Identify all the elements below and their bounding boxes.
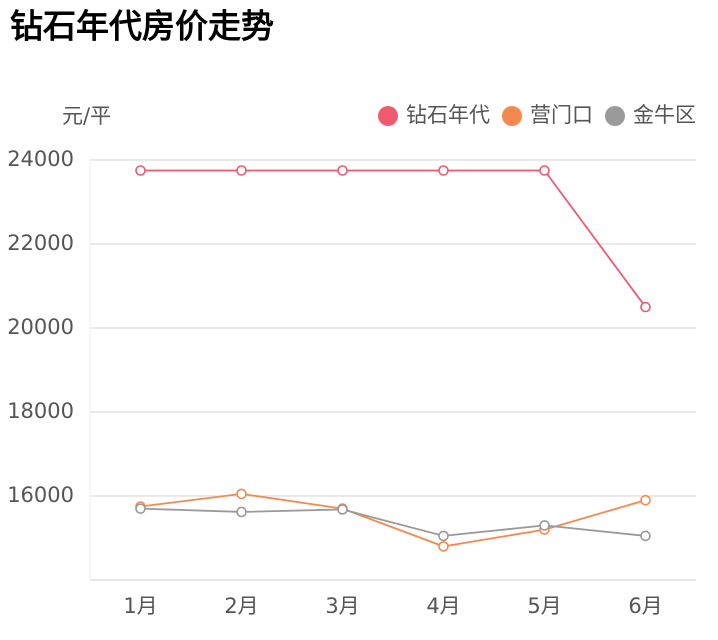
x-tick-label: 4月	[426, 594, 460, 618]
point	[640, 530, 651, 542]
x-tick-label: 2月	[224, 594, 258, 618]
legend-swatch[interactable]	[605, 106, 625, 126]
point	[438, 165, 449, 176]
y-tick-label: 24000	[7, 147, 74, 171]
point	[236, 488, 247, 500]
point	[135, 503, 146, 514]
y-tick-label: 22000	[7, 231, 74, 255]
y-tick-label: 18000	[7, 399, 74, 423]
point	[640, 494, 651, 506]
point	[236, 506, 247, 518]
point	[539, 520, 550, 531]
point	[236, 165, 247, 176]
legend-label[interactable]: 金牛区	[633, 103, 696, 127]
point	[337, 504, 348, 515]
y-tick-label: 16000	[7, 483, 74, 507]
x-tick-label: 5月	[527, 594, 561, 618]
point	[640, 301, 651, 313]
legend-label[interactable]: 营门口	[530, 103, 593, 127]
point	[337, 165, 348, 176]
y-tick-label: 20000	[7, 315, 74, 339]
line	[140, 169, 647, 308]
point	[135, 165, 146, 176]
legend-label[interactable]: 钻石年代	[406, 103, 490, 127]
point	[539, 165, 550, 176]
chart-title: 钻石年代房价走势	[10, 7, 274, 46]
x-tick-label: 3月	[325, 594, 359, 618]
y-axis-label: 元/平	[62, 104, 111, 128]
x-tick-label: 1月	[123, 594, 157, 618]
line	[140, 507, 646, 537]
line	[140, 492, 646, 548]
point	[438, 541, 449, 552]
x-tick-label: 6月	[628, 594, 662, 618]
legend-swatch[interactable]	[502, 106, 522, 126]
legend-swatch[interactable]	[378, 106, 398, 126]
point	[438, 530, 449, 542]
